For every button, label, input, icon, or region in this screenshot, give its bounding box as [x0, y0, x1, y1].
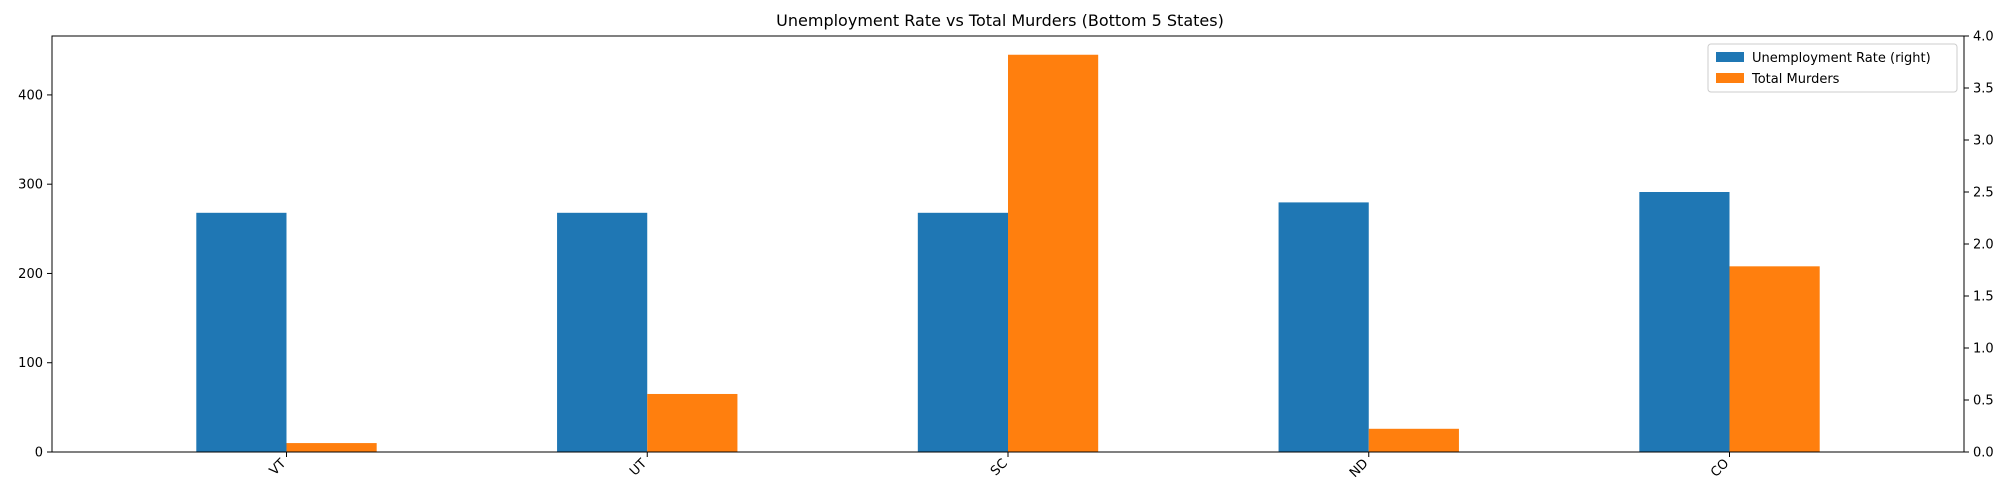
- legend-swatch: [1716, 52, 1744, 62]
- bar-total-murders: [1368, 428, 1459, 452]
- right-y-tick-label: 1.5: [1973, 290, 1994, 305]
- left-y-tick-label: 400: [18, 88, 43, 103]
- bar-total-murders: [1008, 54, 1099, 453]
- chart-title: Unemployment Rate vs Total Murders (Bott…: [776, 11, 1224, 30]
- legend[interactable]: Unemployment Rate (right) Total Murders: [1707, 43, 1958, 93]
- x-tick-label: VT: [267, 456, 290, 479]
- bar-unemployment-rate: [557, 212, 648, 452]
- right-y-tick-label: 0.5: [1973, 394, 1994, 409]
- bar-unemployment-rate: [1278, 202, 1369, 452]
- legend-box: [1707, 43, 1958, 93]
- bars-group: [196, 54, 1820, 453]
- x-tick-label: CO: [1708, 456, 1732, 480]
- right-y-tick-label: 0.0: [1973, 446, 1994, 461]
- right-y-tick-label: 3.5: [1973, 82, 1994, 97]
- bar-total-murders: [286, 443, 377, 452]
- left-y-tick-label: 100: [18, 356, 43, 371]
- x-axis: VT UT SC ND CO: [267, 452, 1732, 481]
- left-y-tick-label: 300: [18, 178, 43, 193]
- left-y-axis: 0 100 200 300 400: [18, 88, 52, 461]
- right-y-tick-label: 1.0: [1973, 342, 1994, 357]
- right-y-axis: 0.0 0.5 1.0 1.5 2.0 2.5 3.0 3.5 4.0: [1964, 30, 1994, 461]
- right-y-tick-label: 3.0: [1973, 134, 1994, 149]
- left-y-tick-label: 0: [35, 446, 43, 461]
- plot-frame: [51, 35, 1965, 453]
- bar-total-murders: [1729, 266, 1820, 452]
- bar-unemployment-rate: [1639, 192, 1730, 452]
- bar-total-murders: [647, 393, 738, 452]
- x-tick-label: ND: [1347, 456, 1372, 481]
- legend-swatch: [1716, 73, 1744, 83]
- bar-unemployment-rate: [196, 212, 287, 452]
- x-tick-label: SC: [988, 456, 1011, 479]
- right-y-tick-label: 2.0: [1973, 238, 1994, 253]
- right-y-tick-label: 4.0: [1973, 30, 1994, 45]
- legend-label: Unemployment Rate (right): [1752, 51, 1931, 66]
- legend-label: Total Murders: [1751, 72, 1840, 87]
- left-y-tick-label: 200: [18, 267, 43, 282]
- x-tick-label: UT: [627, 456, 650, 479]
- bar-unemployment-rate: [917, 212, 1008, 452]
- right-y-tick-label: 2.5: [1973, 186, 1994, 201]
